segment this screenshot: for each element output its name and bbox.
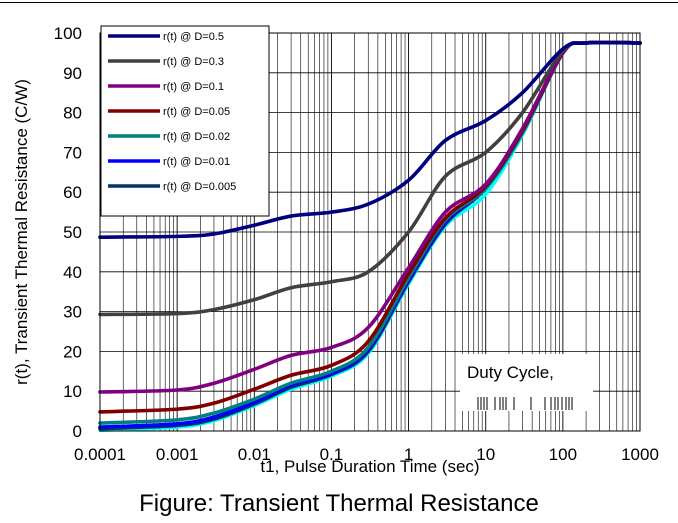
legend-label: r(t) @ D=0.05 <box>163 106 230 118</box>
annotation-box <box>460 354 593 411</box>
y-tick-label: 40 <box>63 263 82 282</box>
transient-thermal-resistance-chart: 0.0001 0.001 0.01 0.1 1 10 100 1000 0 10 20 30 40 50 6… <box>12 24 659 476</box>
legend-items: r(t) @ D=0.5 r(t) @ D=0.3 r(t) @ D=0.1 r(t)… <box>108 31 236 193</box>
y-tick-label: 100 <box>54 24 82 43</box>
annotation-text: Duty Cycle, <box>467 363 554 382</box>
y-tick-label: 20 <box>63 342 82 361</box>
series-line-2 <box>98 40 642 394</box>
y-tick-label: 70 <box>63 143 82 162</box>
legend-label: r(t) @ D=0.005 <box>163 181 236 193</box>
x-tick-label: 10 <box>476 445 495 464</box>
top-border-line <box>0 2 678 3</box>
figure-caption: Figure: Transient Thermal Resistance <box>139 490 539 517</box>
legend-label: r(t) @ D=0.1 <box>163 81 224 93</box>
x-axis-label: t1, Pulse Duration Time (sec) <box>260 457 479 476</box>
x-tick-label: 0.001 <box>156 445 199 464</box>
tick-labels: 0.0001 0.001 0.01 0.1 1 10 100 1000 0 10 20 30 40 50 6… <box>54 24 659 464</box>
y-tick-label: 10 <box>63 382 82 401</box>
x-tick-label: 0.0001 <box>74 445 126 464</box>
x-tick-label: 0.01 <box>238 445 271 464</box>
x-tick-label: 1000 <box>621 445 659 464</box>
x-tick-label: 0.1 <box>320 445 344 464</box>
y-tick-label: 30 <box>63 303 82 322</box>
y-tick-label: 50 <box>63 223 82 242</box>
legend-label: r(t) @ D=0.01 <box>163 156 230 168</box>
legend-label: r(t) @ D=0.5 <box>163 31 224 43</box>
series-line-1 <box>98 40 642 317</box>
y-tick-label: 0 <box>73 422 82 441</box>
series-lines <box>98 40 642 432</box>
duty-cycle-annotation: Duty Cycle, <box>460 354 593 411</box>
legend: r(t) @ D=0.5 r(t) @ D=0.3 r(t) @ D=0.1 r(t)… <box>100 25 270 217</box>
x-tick-label: 100 <box>549 445 577 464</box>
plot-frame <box>99 32 641 432</box>
series-line-0 <box>98 40 642 239</box>
y-tick-label: 80 <box>63 104 82 123</box>
y-axis-label: r(t), Transient Thermal Resistance (C/W) <box>12 79 31 385</box>
legend-label: r(t) @ D=0.02 <box>163 131 230 143</box>
legend-label: r(t) @ D=0.3 <box>163 56 224 68</box>
x-tick-label: 1 <box>404 445 413 464</box>
annotation-tick-marks <box>477 397 573 410</box>
y-tick-label: 90 <box>63 64 82 83</box>
y-tick-label: 60 <box>63 183 82 202</box>
